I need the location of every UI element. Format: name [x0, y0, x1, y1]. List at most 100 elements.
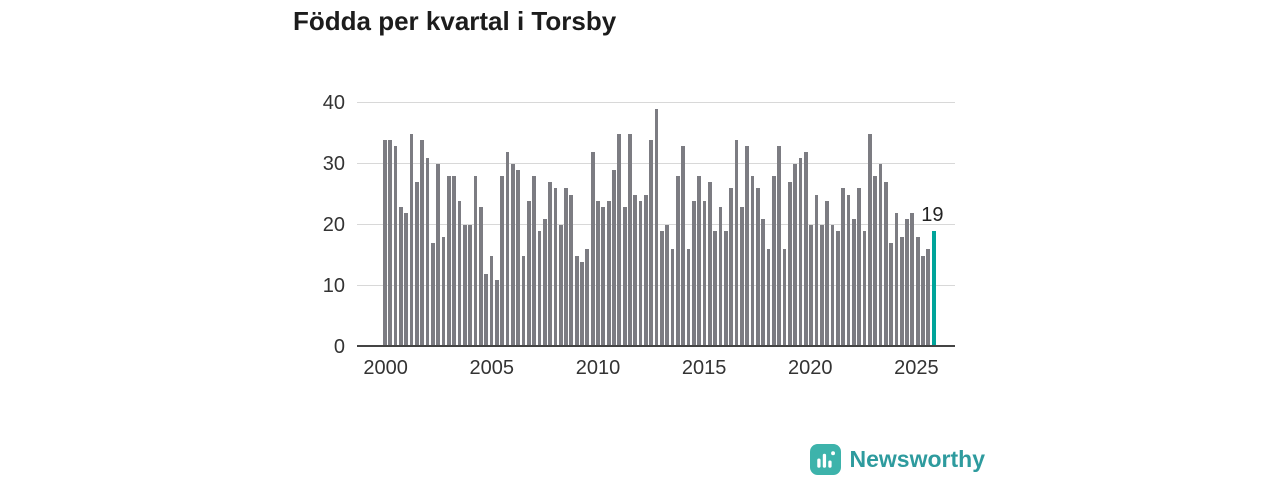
bar [617, 133, 622, 347]
bar [500, 176, 504, 347]
bar [718, 206, 723, 347]
bar [548, 182, 552, 347]
bar [553, 188, 558, 347]
bar [596, 200, 600, 347]
bar [857, 188, 861, 347]
bar [702, 200, 707, 347]
bar [830, 225, 835, 347]
bar [873, 176, 877, 347]
bar [601, 206, 606, 347]
bar [580, 261, 584, 347]
bar [814, 194, 819, 347]
bar [708, 182, 712, 347]
bar [489, 255, 494, 347]
bar [654, 109, 659, 347]
bar [899, 237, 904, 347]
bar [649, 139, 654, 347]
bar [478, 206, 483, 347]
bar [660, 231, 664, 347]
bar [745, 145, 750, 347]
bar [622, 206, 627, 347]
last-value-annotation: 19 [921, 204, 944, 227]
bar [388, 139, 393, 347]
bar [761, 218, 766, 347]
bar [809, 225, 813, 347]
x-axis-tick-label: 2000 [363, 357, 408, 379]
bar [521, 255, 526, 347]
bar [409, 133, 414, 347]
bar [883, 182, 888, 347]
bar [739, 206, 744, 347]
bar [628, 133, 632, 347]
bar [414, 182, 419, 347]
bar-series: 19 2000 2005 2010 2015 2020 2025 [363, 103, 943, 379]
bar [468, 225, 472, 347]
bar [686, 249, 691, 347]
bar [676, 176, 680, 347]
bar [782, 249, 787, 347]
bar [441, 237, 446, 347]
bar [398, 206, 403, 347]
y-axis-tick-label: 40 [322, 92, 345, 114]
bar [537, 231, 542, 347]
bar [420, 139, 425, 347]
bar [841, 188, 845, 347]
bar [633, 194, 638, 347]
bar [670, 249, 675, 347]
bar [846, 194, 851, 347]
bar [638, 200, 643, 347]
x-axis-tick-label: 2020 [788, 357, 833, 379]
bar [724, 231, 728, 347]
y-axis-tick-label: 0 [333, 336, 345, 358]
bar [835, 231, 840, 347]
bar [516, 170, 520, 347]
bar [713, 231, 718, 347]
x-axis-line [357, 345, 955, 347]
bar [526, 200, 531, 347]
bar [697, 176, 702, 347]
bar [798, 157, 803, 347]
bar [473, 176, 478, 347]
bar [590, 151, 595, 347]
bar [430, 243, 435, 347]
bar [564, 188, 568, 347]
bar [681, 145, 686, 347]
bar [729, 188, 734, 347]
bar [462, 225, 467, 347]
bar [574, 255, 579, 347]
x-axis-tick-label: 2005 [469, 357, 515, 379]
bar [606, 200, 611, 347]
bar [452, 176, 456, 347]
bar [510, 164, 515, 347]
bar [484, 273, 488, 347]
x-axis-tick-label: 2010 [575, 357, 621, 379]
bar [393, 145, 398, 347]
bar [665, 225, 670, 347]
y-axis-tick-label: 20 [322, 214, 345, 236]
bar [921, 255, 925, 347]
bar [915, 237, 920, 347]
bar [692, 200, 696, 347]
y-axis-tick-label: 30 [322, 153, 345, 175]
newsworthy-logo[interactable]: Newsworthy [809, 444, 985, 475]
bar [766, 249, 771, 347]
gridline [357, 102, 955, 103]
bar [505, 151, 510, 347]
bar [383, 139, 387, 347]
chart-title: Födda per kvartal i Torsby [293, 6, 617, 36]
bar [755, 188, 760, 347]
bar [825, 200, 829, 347]
bar [851, 218, 856, 347]
y-axis-tick-label: 10 [322, 275, 345, 297]
bar [425, 157, 430, 347]
bar [494, 279, 499, 347]
bar [771, 176, 776, 347]
newsworthy-logo-text: Newsworthy [849, 446, 985, 472]
bar [446, 176, 451, 347]
bar [819, 225, 824, 347]
bar [542, 218, 547, 347]
bar [926, 249, 931, 347]
bar [750, 176, 755, 347]
bar [532, 176, 536, 347]
bar [793, 164, 797, 347]
